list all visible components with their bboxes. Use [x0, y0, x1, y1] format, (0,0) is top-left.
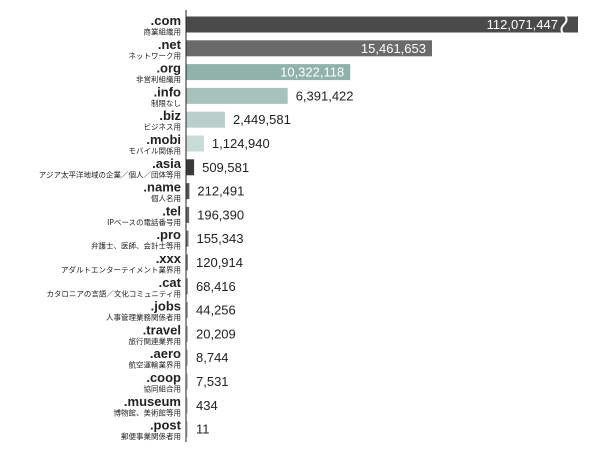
tld-label-pro: .pro: [156, 227, 181, 242]
tld-description-museum: 博物館、美術館等用: [114, 407, 182, 417]
value-label-cat: 68,416: [196, 279, 236, 294]
value-label-asia: 509,581: [202, 160, 249, 175]
tld-label-asia: .asia: [152, 156, 182, 171]
bar-pro: [186, 230, 189, 247]
bar-coop: [186, 373, 188, 390]
value-label-xxx: 120,914: [196, 255, 243, 270]
value-label-net: 15,461,653: [361, 41, 426, 56]
bar-info: [186, 87, 288, 104]
tld-description-mobi: モバイル関係用: [129, 147, 182, 156]
tld-label-travel: .travel: [143, 322, 181, 337]
tld-label-post: .post: [150, 418, 182, 433]
value-label-aero: 8,744: [196, 350, 229, 365]
value-label-post: 11: [196, 422, 210, 437]
tld-label-museum: .museum: [124, 394, 181, 409]
tld-description-net: ネットワーク用: [129, 51, 182, 60]
tld-description-post: 郵便事業関係者用: [121, 431, 181, 441]
tld-label-mobi: .mobi: [146, 132, 181, 147]
bar-tel: [186, 206, 190, 223]
value-label-info: 6,391,422: [296, 88, 354, 103]
tld-description-biz: ビジネス用: [144, 123, 182, 132]
value-label-tel: 196,390: [197, 207, 244, 222]
tld-description-pro: 弁護士、医師、会計士等用: [91, 241, 181, 251]
value-label-pro: 155,343: [196, 231, 243, 246]
bar-org: [186, 64, 351, 81]
tld-description-aero: 航空運輸業界用: [129, 360, 182, 370]
tld-label-biz: .biz: [159, 108, 181, 123]
tld-label-tel: .tel: [162, 203, 181, 218]
tld-label-cat: .cat: [159, 275, 182, 290]
tld-description-xxx: アダルトエンターテイメント業界用: [61, 265, 181, 275]
bar-cat: [186, 278, 188, 295]
bar-name: [186, 183, 190, 200]
bar-aero: [186, 349, 188, 366]
tld-description-org: 非営利組織用: [136, 74, 181, 84]
tld-label-xxx: .xxx: [156, 251, 182, 266]
tld-label-name: .name: [143, 180, 181, 195]
value-label-biz: 2,449,581: [233, 112, 291, 127]
tld-label-info: .info: [154, 84, 181, 99]
bar-jobs: [186, 302, 188, 319]
value-label-coop: 7,531: [196, 374, 229, 389]
tld-label-aero: .aero: [150, 346, 181, 361]
value-label-name: 212,491: [197, 184, 244, 199]
tld-label-com: .com: [151, 13, 181, 28]
bar-travel: [186, 325, 188, 342]
bar-net: [186, 40, 432, 57]
tld-description-info: 制限なし: [151, 98, 181, 108]
tld-label-coop: .coop: [146, 370, 181, 385]
tld-description-name: 個人名用: [151, 193, 181, 203]
value-label-jobs: 44,256: [196, 303, 236, 318]
tld-description-cat: カタロニアの言語／文化コミュニティ用: [46, 288, 181, 298]
bar-post: [186, 421, 188, 438]
tld-description-jobs: 人事管理業務関係者用: [106, 312, 181, 322]
value-label-travel: 20,209: [196, 326, 236, 341]
tld-description-coop: 協同組合用: [144, 384, 182, 394]
tld-label-net: .net: [158, 37, 182, 52]
tld-description-asia: アジア太平洋地域の企業／個人／団体等用: [39, 169, 181, 179]
bar-asia: [186, 159, 195, 176]
value-label-org: 10,322,118: [280, 65, 344, 80]
bar-xxx: [186, 254, 188, 271]
bar-biz: [186, 111, 225, 128]
tld-label-jobs: .jobs: [151, 299, 181, 314]
value-label-museum: 434: [196, 398, 218, 413]
value-label-mobi: 1,124,940: [212, 136, 270, 151]
value-label-com: 112,071,447: [487, 17, 558, 32]
bar-mobi: [186, 135, 204, 152]
bar-com: [186, 16, 578, 33]
tld-label-org: .org: [156, 61, 181, 76]
bar-museum: [186, 397, 188, 414]
tld-description-com: 商業組織用: [144, 27, 182, 37]
tld-description-tel: IPベースの電話番号用: [107, 217, 181, 227]
tld-description-travel: 旅行関連業界用: [129, 336, 182, 346]
axis-break-marker: [560, 13, 568, 36]
